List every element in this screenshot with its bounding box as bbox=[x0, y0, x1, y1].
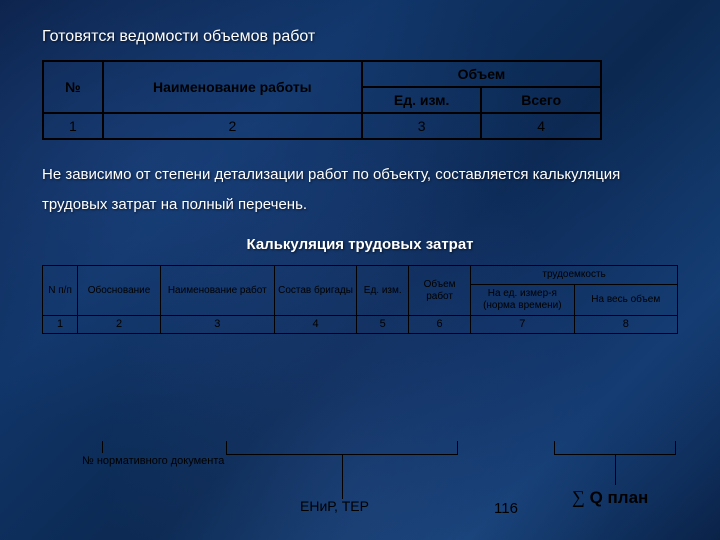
page-number: 116 bbox=[494, 500, 518, 517]
t2-n7: 7 bbox=[471, 316, 574, 334]
t2-n2: 2 bbox=[78, 316, 161, 334]
t1-n4: 4 bbox=[481, 113, 601, 139]
t2-n5: 5 bbox=[357, 316, 409, 334]
sigma-icon: ∑ bbox=[572, 487, 585, 507]
annotation-enir: ЕНиР, ТЕР bbox=[300, 498, 369, 514]
t1-h-total: Всего bbox=[481, 87, 601, 113]
t1-n1: 1 bbox=[43, 113, 103, 139]
labor-calc-table: N п/п Обоснование Наименование работ Сос… bbox=[42, 265, 678, 334]
t2-n4: 4 bbox=[274, 316, 357, 334]
bracket-cols7-8 bbox=[554, 441, 676, 455]
paragraph: Не зависимо от степени детализации работ… bbox=[42, 160, 678, 220]
slide-title: Готовятся ведомости объемов работ bbox=[42, 28, 678, 46]
annotation-sum-q: ∑ Q план bbox=[572, 487, 648, 508]
t2-h7g: трудоемкость bbox=[471, 266, 678, 285]
t1-n3: 3 bbox=[362, 113, 482, 139]
subtitle: Калькуляция трудовых затрат bbox=[80, 236, 640, 253]
t2-h1: N п/п bbox=[43, 266, 78, 316]
t2-h2: Обоснование bbox=[78, 266, 161, 316]
t1-h-volume: Объем bbox=[362, 61, 601, 87]
t2-n6: 6 bbox=[409, 316, 471, 334]
t2-n8: 8 bbox=[574, 316, 677, 334]
t2-n1: 1 bbox=[43, 316, 78, 334]
t1-h-unit: Ед. изм. bbox=[362, 87, 482, 113]
volumes-table: № Наименование работы Объем Ед. изм. Все… bbox=[42, 60, 602, 140]
t1-h-num: № bbox=[43, 61, 103, 113]
t2-h4: Состав бригады bbox=[274, 266, 357, 316]
annotation-norm-doc: № нормативного документа bbox=[82, 455, 224, 467]
t2-h3: Наименование работ bbox=[160, 266, 274, 316]
bracket-col2 bbox=[102, 441, 103, 453]
sum-q-text: Q план bbox=[590, 488, 649, 507]
t2-h5: Ед. изм. bbox=[357, 266, 409, 316]
bracket-cols3-6 bbox=[226, 441, 458, 455]
t2-h8: На весь объем bbox=[574, 285, 677, 316]
t2-h6: Объем работ bbox=[409, 266, 471, 316]
t2-n3: 3 bbox=[160, 316, 274, 334]
t1-h-name: Наименование работы bbox=[103, 61, 362, 113]
t2-h7: На ед. измер-я (норма времени) bbox=[471, 285, 574, 316]
t1-n2: 2 bbox=[103, 113, 362, 139]
